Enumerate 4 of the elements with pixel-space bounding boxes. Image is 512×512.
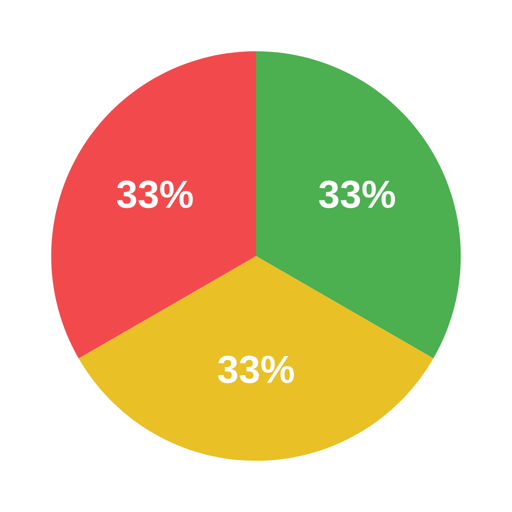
data-label: 33% (116, 180, 193, 208)
data-label: 33% (218, 356, 294, 384)
data-label: 33% (319, 180, 395, 208)
pie-slice (78, 256, 434, 461)
